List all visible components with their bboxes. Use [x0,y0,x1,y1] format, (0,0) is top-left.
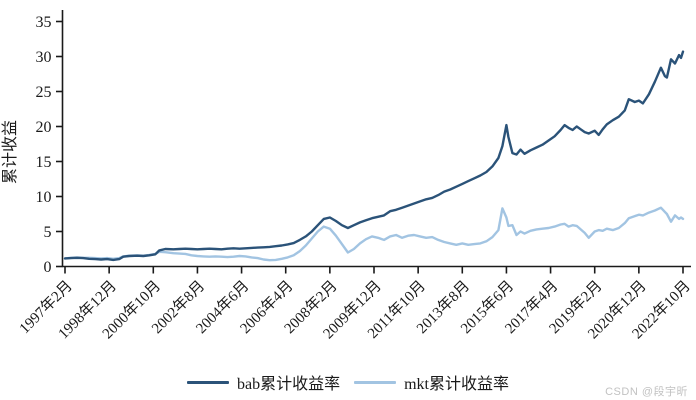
mkt-line-swatch [354,380,397,384]
legend-item-mkt: mkt累计收益率 [354,370,509,394]
y-tick-label: 25 [36,84,52,101]
series-line-bab [63,50,685,262]
y-tick-label: 5 [44,224,52,241]
y-tick-label: 30 [36,49,52,66]
chart-legend: bab累计收益率 mkt累计收益率 [0,370,696,394]
y-tick-label: 35 [36,14,52,31]
y-tick-label: 15 [36,154,52,171]
legend-item-bab: bab累计收益率 [186,370,341,394]
y-axis-title: 累计收益 [1,120,19,184]
legend-label-bab: bab累计收益率 [236,376,341,393]
y-tick-label: 0 [44,259,52,276]
series-line-mkt [63,206,685,262]
y-tick-label: 10 [36,189,52,206]
legend-label-mkt: mkt累计收益率 [404,376,509,393]
bab-line-swatch [186,380,229,384]
watermark: CSDN @段宇昕 [605,386,688,398]
y-tick-label: 20 [36,119,52,136]
